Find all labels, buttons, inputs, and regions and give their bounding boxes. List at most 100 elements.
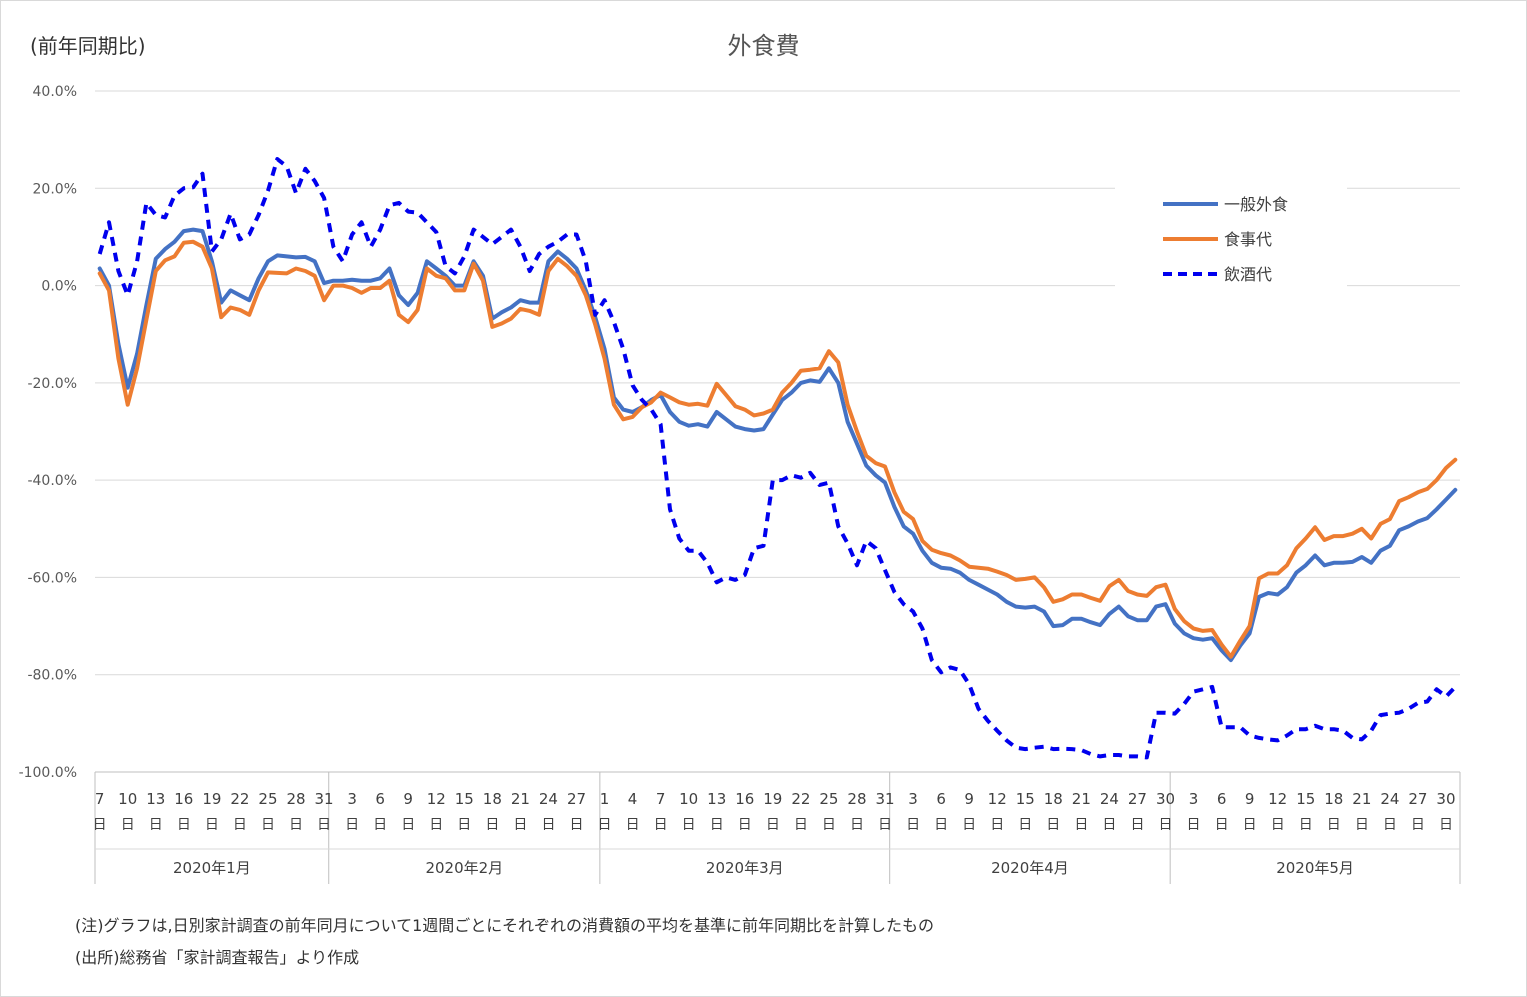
x-tick-day: 22	[791, 790, 810, 808]
x-tick-day: 24	[1100, 790, 1119, 808]
footnote: (注)グラフは,日別家計調査の前年同月について1週間ごとにそれぞれの消費額の平均…	[75, 916, 934, 935]
y-tick-label: -40.0%	[27, 473, 77, 489]
legend-label-3: 飲酒代	[1224, 265, 1272, 284]
x-tick-day-unit: 日	[317, 817, 331, 833]
x-tick-day: 9	[964, 790, 974, 808]
x-tick-day: 16	[735, 790, 754, 808]
x-tick-day: 6	[1217, 790, 1227, 808]
legend-box	[1115, 187, 1347, 287]
x-tick-day-unit: 日	[850, 817, 864, 833]
x-tick-day-unit: 日	[1130, 817, 1144, 833]
x-tick-day-unit: 日	[373, 817, 387, 833]
x-tick-day: 24	[539, 790, 558, 808]
x-tick-day: 30	[1156, 790, 1175, 808]
x-tick-day-unit: 日	[93, 817, 107, 833]
x-tick-day-unit: 日	[541, 817, 555, 833]
x-tick-day-unit: 日	[1215, 817, 1229, 833]
x-tick-day: 27	[567, 790, 586, 808]
x-tick-day: 10	[118, 790, 137, 808]
x-tick-day: 9	[1245, 790, 1255, 808]
x-tick-day-unit: 日	[794, 817, 808, 833]
x-tick-day: 19	[202, 790, 221, 808]
x-tick-day: 13	[707, 790, 726, 808]
y-tick-label: -100.0%	[19, 765, 77, 781]
x-tick-day: 31	[875, 790, 894, 808]
series-line-2	[97, 239, 1458, 659]
x-tick-day-unit: 日	[1102, 817, 1116, 833]
x-tick-day-unit: 日	[457, 817, 471, 833]
x-tick-day-unit: 日	[1327, 817, 1341, 833]
x-tick-day: 22	[230, 790, 249, 808]
x-tick-day: 15	[455, 790, 474, 808]
x-tick-day: 3	[1189, 790, 1199, 808]
x-tick-day-unit: 日	[345, 817, 359, 833]
x-tick-day: 13	[146, 790, 165, 808]
x-tick-day: 21	[1352, 790, 1371, 808]
x-tick-day: 27	[1128, 790, 1147, 808]
series-line-1	[97, 227, 1458, 663]
x-tick-day: 18	[1044, 790, 1063, 808]
y-axis-unit-label: (前年同期比)	[30, 34, 146, 58]
x-tick-day-unit: 日	[962, 817, 976, 833]
x-tick-day: 12	[1268, 790, 1287, 808]
x-tick-day-unit: 日	[990, 817, 1004, 833]
x-tick-day: 15	[1296, 790, 1315, 808]
x-tick-day: 12	[427, 790, 446, 808]
x-tick-day: 15	[1016, 790, 1035, 808]
series-line-3	[97, 157, 1457, 760]
x-tick-day-unit: 日	[485, 817, 499, 833]
x-tick-day-unit: 日	[654, 817, 668, 833]
y-tick-label: 20.0%	[33, 181, 77, 197]
x-tick-day: 21	[1072, 790, 1091, 808]
x-tick-day-unit: 日	[1158, 817, 1172, 833]
x-tick-day-unit: 日	[766, 817, 780, 833]
x-tick-day: 3	[908, 790, 918, 808]
source-note: (出所)総務省「家計調査報告」より作成	[75, 948, 360, 967]
x-tick-day: 19	[763, 790, 782, 808]
x-tick-day-unit: 日	[738, 817, 752, 833]
x-tick-day-unit: 日	[569, 817, 583, 833]
x-tick-day-unit: 日	[401, 817, 415, 833]
x-tick-day-unit: 日	[121, 817, 135, 833]
x-tick-day: 18	[1324, 790, 1343, 808]
x-tick-day-unit: 日	[710, 817, 724, 833]
x-tick-day: 9	[403, 790, 413, 808]
x-tick-day: 25	[819, 790, 838, 808]
y-tick-label: -80.0%	[27, 668, 77, 684]
x-tick-day-unit: 日	[149, 817, 163, 833]
x-tick-day-unit: 日	[1271, 817, 1285, 833]
x-tick-day: 1	[600, 790, 610, 808]
chart-title: 外食費	[727, 32, 800, 60]
x-tick-day: 24	[1380, 790, 1399, 808]
x-month-label: 2020年2月	[425, 859, 503, 877]
x-month-label: 2020年5月	[1276, 859, 1354, 877]
x-tick-day-unit: 日	[1383, 817, 1397, 833]
x-tick-day: 4	[628, 790, 638, 808]
x-tick-day: 28	[847, 790, 866, 808]
x-month-label: 2020年3月	[706, 859, 784, 877]
x-tick-day: 31	[315, 790, 334, 808]
x-tick-day-unit: 日	[1299, 817, 1313, 833]
x-tick-day-unit: 日	[878, 817, 892, 833]
x-tick-day-unit: 日	[261, 817, 275, 833]
x-tick-day-unit: 日	[1355, 817, 1369, 833]
x-tick-day: 10	[679, 790, 698, 808]
x-tick-day-unit: 日	[934, 817, 948, 833]
x-tick-day-unit: 日	[177, 817, 191, 833]
x-tick-day: 18	[483, 790, 502, 808]
x-month-label: 2020年4月	[991, 859, 1069, 877]
legend-label-1: 一般外食	[1224, 195, 1288, 214]
x-tick-day: 27	[1408, 790, 1427, 808]
x-tick-day: 30	[1436, 790, 1455, 808]
x-tick-day-unit: 日	[906, 817, 920, 833]
x-tick-day-unit: 日	[513, 817, 527, 833]
x-tick-day-unit: 日	[429, 817, 443, 833]
x-tick-day: 6	[375, 790, 385, 808]
x-tick-day: 21	[511, 790, 530, 808]
x-tick-day-unit: 日	[1018, 817, 1032, 833]
x-tick-day-unit: 日	[1046, 817, 1060, 833]
x-tick-day-unit: 日	[626, 817, 640, 833]
x-tick-day: 7	[95, 790, 105, 808]
x-tick-day: 6	[936, 790, 946, 808]
